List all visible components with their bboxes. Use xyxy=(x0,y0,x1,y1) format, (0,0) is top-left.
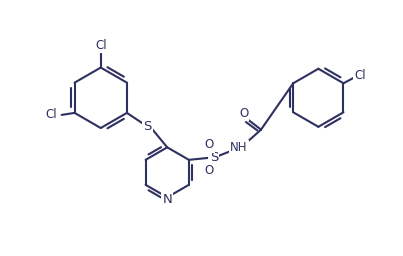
Text: O: O xyxy=(204,138,214,152)
Text: Cl: Cl xyxy=(95,39,106,52)
Text: O: O xyxy=(204,164,214,177)
Text: Cl: Cl xyxy=(46,108,57,121)
Text: S: S xyxy=(210,151,218,164)
Text: N: N xyxy=(162,193,172,206)
Text: S: S xyxy=(143,121,151,133)
Text: O: O xyxy=(239,107,248,120)
Text: NH: NH xyxy=(230,141,247,154)
Text: Cl: Cl xyxy=(355,69,366,82)
